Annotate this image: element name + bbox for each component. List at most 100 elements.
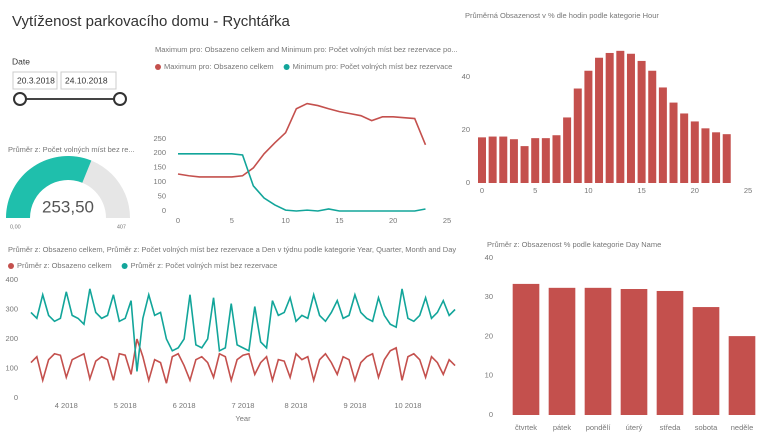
- x-tick-label: 6 2018: [173, 401, 196, 410]
- date-to[interactable]: 24.10.2018: [65, 75, 108, 85]
- bar: [658, 87, 667, 183]
- x-tick-label: pondělí: [586, 423, 612, 432]
- gauge-tick-label: 407: [117, 224, 126, 230]
- legend-label: Maximum pro: Obsazeno celkem: [164, 62, 274, 71]
- x-tick-label: pátek: [553, 423, 572, 432]
- x-tick-label: 10 2018: [394, 401, 421, 410]
- slider-handle-start[interactable]: [13, 92, 27, 106]
- legend-marker: [155, 64, 161, 70]
- x-tick-label: 7 2018: [232, 401, 255, 410]
- y-tick-label: 40: [485, 253, 493, 262]
- y-tick-label: 100: [5, 363, 18, 372]
- y-tick-label: 0: [466, 178, 470, 187]
- y-tick-label: 40: [462, 72, 470, 81]
- y-tick-label: 0: [162, 206, 166, 215]
- bar: [616, 50, 625, 183]
- x-tick-label: 5: [533, 186, 537, 195]
- bar: [680, 113, 689, 183]
- x-tick-label: 5: [230, 216, 234, 225]
- x-tick-label: 0: [176, 216, 180, 225]
- y-tick-label: 300: [5, 304, 18, 313]
- bar: [728, 336, 756, 415]
- bar: [584, 70, 593, 183]
- legend-marker: [8, 263, 14, 269]
- bar: [656, 290, 684, 415]
- y-tick-label: 0: [489, 410, 493, 419]
- bar: [626, 53, 635, 183]
- x-tick-label: 8 2018: [285, 401, 308, 410]
- legend-label: Průměr z: Obsazeno celkem: [17, 261, 112, 270]
- x-tick-label: 0: [480, 186, 484, 195]
- gauge-value-arc: [6, 156, 92, 218]
- bar: [690, 121, 699, 183]
- bar: [701, 128, 710, 183]
- series-line: [177, 102, 427, 178]
- series-line: [30, 338, 456, 384]
- x-tick-label: 15: [637, 186, 645, 195]
- chart-title: Průměrná Obsazenost v % dle hodin podle …: [465, 11, 659, 20]
- bar: [499, 136, 508, 183]
- bar: [692, 307, 720, 415]
- bar: [620, 289, 648, 415]
- bar: [605, 52, 614, 183]
- gauge-tick-label: 0,00: [10, 224, 21, 230]
- x-tick-label: 20: [691, 186, 699, 195]
- x-tick-label: čtvrtek: [515, 423, 537, 432]
- legend-marker: [283, 64, 290, 70]
- y-tick-label: 100: [153, 177, 166, 186]
- series-line: [30, 288, 456, 372]
- bar: [509, 139, 518, 183]
- chart-title: Průměr z: Počet volných míst bez re...: [8, 145, 135, 154]
- bar: [563, 117, 572, 183]
- x-tick-label: neděle: [731, 423, 754, 432]
- x-tick-label: 4 2018: [55, 401, 78, 410]
- x-tick-label: středa: [660, 423, 682, 432]
- page-title: Vytíženost parkovacího domu - Rychtářka: [12, 13, 291, 30]
- chart-title: Průměr z: Obsazenost % podle kategorie D…: [487, 240, 661, 249]
- x-tick-label: 15: [335, 216, 343, 225]
- x-tick-label: úterý: [626, 423, 643, 432]
- x-tick-label: sobota: [695, 423, 718, 432]
- y-tick-label: 30: [485, 292, 493, 301]
- bar: [669, 102, 678, 183]
- slicer-label: Date: [12, 56, 30, 66]
- bar: [722, 134, 731, 183]
- legend-label: Průměr z: Počet volných míst bez rezerva…: [131, 261, 278, 270]
- y-tick-label: 400: [5, 275, 18, 284]
- x-tick-label: 10: [584, 186, 592, 195]
- bar: [637, 60, 646, 183]
- x-tick-label: 20: [389, 216, 397, 225]
- chart-title: Maximum pro: Obsazeno celkem and Minimum…: [155, 45, 458, 54]
- y-tick-label: 0: [14, 393, 18, 402]
- bar: [712, 132, 721, 183]
- x-axis-title: Year: [235, 414, 251, 423]
- bar: [648, 70, 657, 183]
- x-tick-label: 25: [744, 186, 752, 195]
- bar: [512, 283, 540, 415]
- y-tick-label: 10: [485, 371, 493, 380]
- bar: [531, 138, 540, 183]
- bar: [584, 287, 612, 415]
- bar: [520, 146, 529, 183]
- x-tick-label: 25: [443, 216, 451, 225]
- date-from[interactable]: 20.3.2018: [17, 75, 55, 85]
- gauge-value: 253,50: [42, 197, 94, 216]
- x-tick-label: 9 2018: [343, 401, 366, 410]
- bar: [595, 57, 604, 183]
- bar: [478, 137, 486, 183]
- date-from-box[interactable]: [12, 71, 58, 90]
- y-tick-label: 150: [153, 163, 166, 172]
- legend-marker: [121, 263, 128, 269]
- y-tick-label: 50: [158, 192, 166, 201]
- x-tick-label: 5 2018: [114, 401, 137, 410]
- y-tick-label: 250: [153, 134, 166, 143]
- chart-title: Průměr z: Obsazeno celkem, Průměr z: Poč…: [8, 245, 456, 254]
- y-tick-label: 20: [485, 331, 493, 340]
- slider-handle-end[interactable]: [113, 92, 127, 106]
- bar: [573, 88, 582, 183]
- bar: [548, 287, 576, 415]
- date-to-box[interactable]: [60, 71, 117, 90]
- bar: [488, 136, 497, 183]
- legend-label: Minimum pro: Počet volných míst bez reze…: [293, 62, 453, 71]
